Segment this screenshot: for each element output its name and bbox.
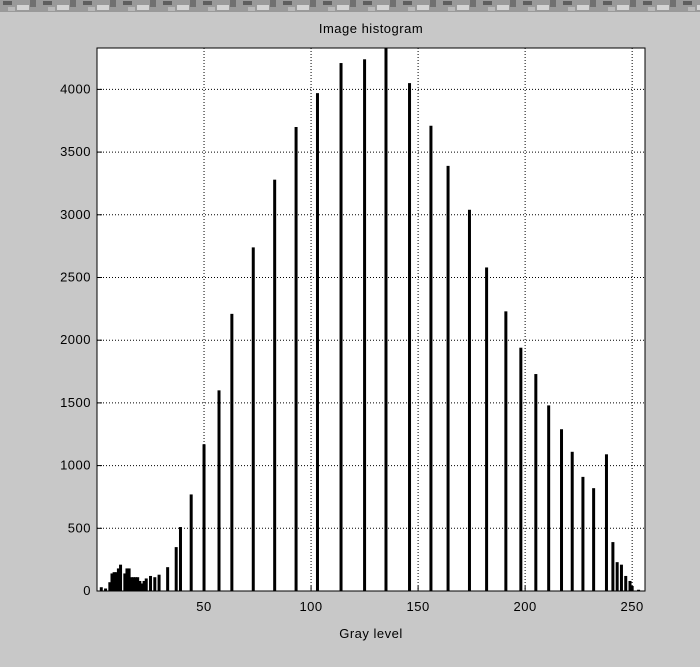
bar xyxy=(534,374,537,591)
bar xyxy=(119,565,122,591)
bar xyxy=(384,48,387,591)
bar xyxy=(616,562,619,591)
bar xyxy=(605,454,608,591)
bar xyxy=(571,452,574,591)
image-strip xyxy=(0,0,700,12)
bar xyxy=(190,494,193,591)
x-tick-label: 50 xyxy=(196,599,211,614)
bar xyxy=(179,527,182,591)
y-tick-label: 1000 xyxy=(60,458,91,473)
y-tick-label: 3500 xyxy=(60,144,91,159)
bar xyxy=(316,93,319,591)
bar xyxy=(485,267,488,591)
bar xyxy=(620,565,623,591)
bar xyxy=(624,576,627,591)
y-tick-label: 2500 xyxy=(60,269,91,284)
y-tick-label: 2000 xyxy=(60,332,91,347)
bar xyxy=(363,59,366,591)
bar xyxy=(145,578,148,591)
chart: Image histogram Gray level 0 500 1000 1500 2… xyxy=(0,0,700,662)
bar xyxy=(149,576,152,591)
bar xyxy=(203,444,206,591)
bar xyxy=(547,405,550,591)
y-tick-label: 3000 xyxy=(60,207,91,222)
bar xyxy=(447,166,450,591)
bar xyxy=(519,348,522,591)
page: {"chart_data": {"type": "bar", "title": … xyxy=(0,0,700,662)
bar xyxy=(560,429,563,591)
x-tick-label: 200 xyxy=(514,599,537,614)
y-tick-label: 500 xyxy=(68,520,91,535)
bar xyxy=(611,542,614,591)
y-tick-label: 1500 xyxy=(60,395,91,410)
x-tick-label: 150 xyxy=(406,599,429,614)
bar xyxy=(273,180,276,591)
bar xyxy=(429,126,432,591)
chart-title: Image histogram xyxy=(319,21,423,36)
bar xyxy=(153,577,156,591)
x-axis-label: Gray level xyxy=(339,626,403,641)
bar xyxy=(468,210,471,591)
bar xyxy=(158,575,161,591)
bar xyxy=(504,311,507,591)
y-tick-label: 0 xyxy=(83,583,91,598)
bar xyxy=(175,547,178,591)
bar xyxy=(408,83,411,591)
bar xyxy=(581,477,584,591)
bar xyxy=(218,390,221,591)
y-tick-label: 4000 xyxy=(60,81,91,96)
bar xyxy=(230,314,233,591)
bar xyxy=(100,587,103,591)
x-tick-label: 250 xyxy=(621,599,644,614)
bar xyxy=(166,567,169,591)
bar xyxy=(340,63,343,591)
bar xyxy=(631,586,634,591)
bar xyxy=(295,127,298,591)
bar xyxy=(252,247,255,591)
x-tick-label: 100 xyxy=(299,599,322,614)
bar xyxy=(592,488,595,591)
